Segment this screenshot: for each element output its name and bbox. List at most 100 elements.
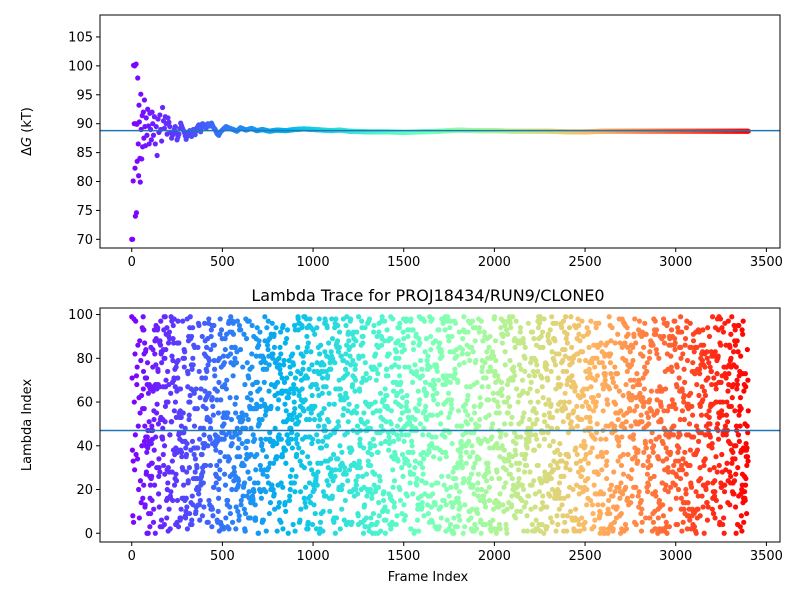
lambda-point <box>384 392 390 399</box>
lambda-point <box>521 504 527 510</box>
lambda-point <box>136 515 142 521</box>
lambda-point <box>278 480 284 486</box>
lambda-point <box>493 530 499 536</box>
lambda-point <box>241 506 247 512</box>
lambda-point <box>559 458 565 464</box>
lambda-point <box>284 375 290 381</box>
lambda-point <box>713 386 719 392</box>
lambda-point <box>191 390 197 396</box>
lambda-point <box>569 344 575 350</box>
lambda-point <box>694 381 700 388</box>
lambda-point <box>452 371 458 377</box>
lambda-point <box>569 360 575 366</box>
lambda-point <box>608 482 614 488</box>
lambda-point <box>514 484 520 490</box>
lambda-point <box>172 384 178 390</box>
lambda-point <box>573 445 579 451</box>
lambda-point <box>618 462 625 469</box>
lambda-point <box>708 349 714 355</box>
lambda-point <box>745 458 751 464</box>
lambda-point <box>295 419 302 425</box>
lambda-point <box>742 482 749 488</box>
lambda-point <box>170 497 176 504</box>
lambda-point <box>264 325 270 331</box>
lambda-point <box>529 432 535 438</box>
lambda-point <box>736 412 742 418</box>
lambda-point <box>353 486 359 493</box>
lambda-point <box>570 486 576 493</box>
lambda-point <box>130 458 136 464</box>
lambda-point <box>379 342 385 348</box>
lambda-point <box>326 401 332 407</box>
lambda-point <box>274 440 280 447</box>
lambda-point <box>660 316 667 322</box>
lambda-point <box>512 344 518 350</box>
lambda-point <box>241 331 247 337</box>
lambda-point <box>690 412 696 418</box>
lambda-point <box>652 489 659 495</box>
lambda-point <box>259 397 265 403</box>
lambda-point <box>138 392 145 399</box>
lambda-point <box>216 379 222 385</box>
lambda-point <box>667 449 674 455</box>
lambda-point <box>229 519 236 525</box>
lambda-point <box>382 386 388 392</box>
lambda-point <box>650 449 656 455</box>
lambda-point <box>227 510 233 517</box>
lambda-point <box>231 469 237 475</box>
lambda-point <box>497 434 503 440</box>
lambda-point <box>706 414 712 420</box>
lambda-point <box>157 342 164 348</box>
lambda-point <box>423 480 429 486</box>
lambda-point <box>558 381 564 388</box>
lambda-point <box>429 519 436 525</box>
delta-g-point <box>136 173 142 179</box>
lambda-point <box>579 515 585 521</box>
lambda-point <box>541 436 548 442</box>
lambda-point <box>730 381 737 388</box>
lambda-point <box>733 530 739 536</box>
lambda-point <box>319 390 325 396</box>
lambda-point <box>680 456 686 462</box>
lambda-point <box>737 524 743 530</box>
lambda-point <box>582 519 588 525</box>
lambda-point <box>431 381 438 388</box>
lambda-point <box>533 517 539 523</box>
lambda-point <box>589 360 595 366</box>
lambda-point <box>431 454 437 460</box>
lambda-point <box>475 493 481 499</box>
delta-g-point <box>137 179 143 185</box>
lambda-point <box>429 316 435 322</box>
lambda-point <box>518 434 524 440</box>
lambda-point <box>280 322 286 329</box>
lambda-point <box>368 462 374 469</box>
lambda-point <box>486 469 492 475</box>
lambda-point <box>666 524 672 530</box>
lambda-point <box>722 371 728 377</box>
lambda-point <box>305 519 311 525</box>
lambda-point <box>620 451 626 458</box>
lambda-point <box>352 362 358 368</box>
lambda-point <box>284 327 291 333</box>
lambda-point <box>541 530 547 536</box>
lambda-point <box>349 519 355 525</box>
lambda-point <box>739 528 745 534</box>
lambda-point <box>416 401 422 407</box>
lambda-point <box>260 517 266 523</box>
lambda-point <box>472 338 478 344</box>
lambda-point <box>411 471 417 477</box>
lambda-point <box>355 314 362 320</box>
lambda-point <box>456 362 462 368</box>
lambda-point <box>479 368 485 375</box>
lambda-point <box>471 491 477 497</box>
lambda-point <box>629 467 635 473</box>
lambda-point <box>714 469 720 475</box>
lambda-point <box>283 460 289 466</box>
lambda-point <box>329 493 335 499</box>
lambda-point <box>575 469 582 475</box>
lambda-point <box>489 434 495 440</box>
lambda-point <box>573 482 580 488</box>
lambda-point <box>341 517 347 523</box>
lambda-point <box>291 381 297 388</box>
lambda-point <box>367 486 373 493</box>
